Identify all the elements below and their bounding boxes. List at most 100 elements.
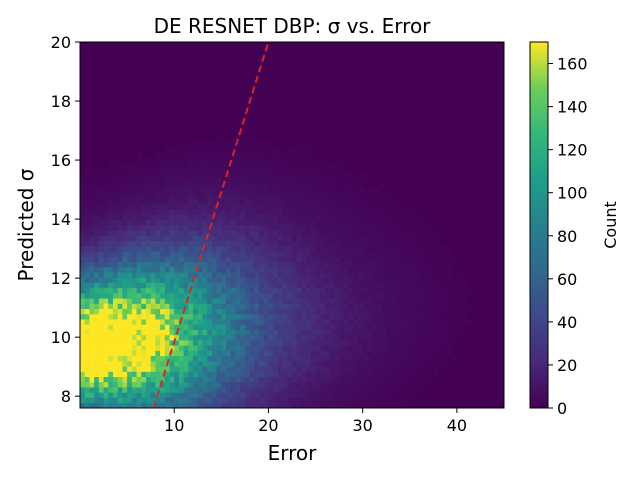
heatmap-cell bbox=[193, 308, 199, 315]
heatmap-cell bbox=[226, 266, 232, 273]
heatmap-cell bbox=[216, 313, 222, 320]
heatmap-cell bbox=[230, 141, 236, 147]
heatmap-cell bbox=[216, 151, 222, 158]
heatmap-cell bbox=[395, 287, 401, 294]
heatmap-cell bbox=[127, 371, 133, 378]
heatmap-cell bbox=[136, 329, 142, 336]
heatmap-cell bbox=[174, 355, 180, 362]
heatmap-cell bbox=[390, 277, 397, 283]
heatmap-cell bbox=[98, 350, 104, 357]
heatmap-cell bbox=[226, 151, 232, 158]
heatmap-cell bbox=[117, 292, 123, 299]
heatmap-cell bbox=[334, 183, 340, 189]
heatmap-cell bbox=[400, 266, 406, 273]
heatmap-cell bbox=[230, 198, 236, 205]
heatmap-cell bbox=[230, 277, 236, 283]
heatmap-cell bbox=[89, 350, 95, 357]
heatmap-cell bbox=[193, 209, 199, 215]
heatmap-cell bbox=[207, 214, 213, 221]
heatmap-cell bbox=[339, 198, 345, 205]
heatmap-cell bbox=[306, 235, 312, 242]
heatmap-cell bbox=[183, 287, 189, 294]
heatmap-cell bbox=[202, 219, 208, 226]
heatmap-cell bbox=[89, 340, 95, 346]
heatmap-cell bbox=[296, 397, 302, 404]
heatmap-cell bbox=[216, 157, 222, 163]
heatmap-cell bbox=[244, 209, 250, 215]
heatmap-cell bbox=[169, 350, 175, 357]
heatmap-cell bbox=[150, 392, 156, 398]
heatmap-cell bbox=[112, 360, 119, 367]
heatmap-cell bbox=[343, 371, 349, 378]
heatmap-cell bbox=[386, 219, 392, 226]
heatmap-cell bbox=[433, 240, 439, 247]
heatmap-cell bbox=[211, 360, 218, 367]
heatmap-cell bbox=[235, 287, 241, 294]
heatmap-cell bbox=[381, 313, 387, 320]
heatmap-cell bbox=[348, 230, 354, 236]
heatmap-cell bbox=[112, 366, 119, 372]
heatmap-cell bbox=[160, 177, 166, 184]
heatmap-cell bbox=[94, 219, 100, 226]
heatmap-cell bbox=[150, 387, 156, 393]
heatmap-cell bbox=[221, 329, 227, 336]
heatmap-cell bbox=[353, 324, 359, 330]
heatmap-cell bbox=[216, 214, 222, 221]
heatmap-cell bbox=[160, 287, 166, 294]
heatmap-cell bbox=[94, 397, 100, 404]
heatmap-cell bbox=[306, 162, 312, 168]
heatmap-cell bbox=[174, 172, 180, 179]
heatmap-cell bbox=[273, 366, 279, 372]
heatmap-cell bbox=[244, 345, 250, 351]
heatmap-cell bbox=[169, 360, 175, 367]
heatmap-cell bbox=[145, 266, 152, 273]
heatmap-cell bbox=[136, 162, 142, 168]
heatmap-cell bbox=[334, 240, 340, 247]
heatmap-cell bbox=[188, 376, 194, 383]
heatmap-cell bbox=[306, 209, 312, 215]
heatmap-cell bbox=[329, 198, 335, 205]
heatmap-cell bbox=[386, 340, 392, 346]
heatmap-cell bbox=[310, 240, 316, 247]
heatmap-cell bbox=[122, 204, 128, 210]
heatmap-cell bbox=[141, 198, 147, 205]
heatmap-cell bbox=[400, 324, 406, 330]
heatmap-cell bbox=[324, 245, 331, 252]
heatmap-cell bbox=[357, 329, 364, 336]
heatmap-cell bbox=[263, 345, 269, 351]
heatmap-cell bbox=[164, 261, 170, 268]
heatmap-cell bbox=[334, 387, 340, 393]
heatmap-cell bbox=[145, 324, 152, 330]
heatmap-cell bbox=[98, 235, 104, 242]
heatmap-cell bbox=[376, 292, 382, 299]
heatmap-cell bbox=[357, 219, 364, 226]
heatmap-cell bbox=[263, 177, 269, 184]
heatmap-cell bbox=[376, 345, 382, 351]
heatmap-cell bbox=[169, 240, 175, 247]
heatmap-cell bbox=[80, 381, 86, 388]
heatmap-cell bbox=[183, 230, 189, 236]
heatmap-cell bbox=[202, 198, 208, 205]
heatmap-cell bbox=[357, 204, 364, 210]
heatmap-cell bbox=[268, 151, 274, 158]
heatmap-cell bbox=[362, 329, 368, 336]
heatmap-cell bbox=[353, 319, 359, 325]
heatmap-cell bbox=[160, 308, 166, 315]
heatmap-cell bbox=[372, 303, 378, 310]
heatmap-cell bbox=[442, 345, 448, 351]
heatmap-cell bbox=[183, 303, 189, 310]
heatmap-cell bbox=[207, 324, 213, 330]
heatmap-cell bbox=[169, 277, 175, 283]
heatmap-cell bbox=[372, 376, 378, 383]
heatmap-cell bbox=[381, 371, 387, 378]
heatmap-cell bbox=[221, 319, 227, 325]
heatmap-cell bbox=[98, 251, 104, 257]
heatmap-cell bbox=[277, 308, 283, 315]
heatmap-cell bbox=[400, 397, 406, 404]
heatmap-cell bbox=[301, 324, 307, 330]
heatmap-cell bbox=[94, 272, 100, 278]
heatmap-cell bbox=[376, 392, 382, 398]
heatmap-cell bbox=[117, 334, 123, 341]
heatmap-cell bbox=[240, 172, 246, 179]
heatmap-cell bbox=[150, 167, 156, 174]
